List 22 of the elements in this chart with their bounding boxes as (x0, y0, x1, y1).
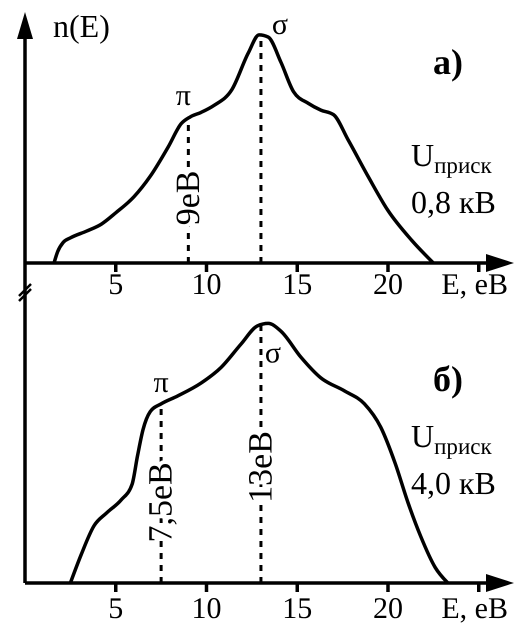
annotation: U$_{приск}$ (411, 417, 493, 460)
x-axis-title: E, еВ (441, 268, 508, 301)
annotation: π (154, 366, 169, 399)
x-axis-title: E, еВ (441, 592, 508, 625)
x-tick-label: 10 (191, 592, 222, 625)
x-tick-label: 15 (282, 592, 312, 625)
text: б) (432, 359, 464, 399)
x-tick-label: 5 (108, 268, 124, 301)
x-tick-label: 15 (282, 268, 312, 301)
x-tick-label: 10 (191, 268, 222, 301)
annotation: 4,0 кВ (411, 464, 496, 503)
x-tick-label: 20 (372, 592, 403, 625)
x-tick-label: 20 (372, 268, 403, 301)
ref-line-label: 7,5еВ (142, 462, 180, 543)
x-tick-label: 5 (108, 592, 124, 625)
annotation: 0,8 кВ (411, 183, 496, 222)
chart-title: а) (432, 42, 464, 82)
annotation: π (176, 78, 191, 112)
annotation: U$_{приск}$ (411, 136, 493, 179)
annotation: σ (272, 8, 288, 41)
annotation: σ (264, 336, 282, 370)
y-axis-title: n(E) (53, 8, 110, 44)
